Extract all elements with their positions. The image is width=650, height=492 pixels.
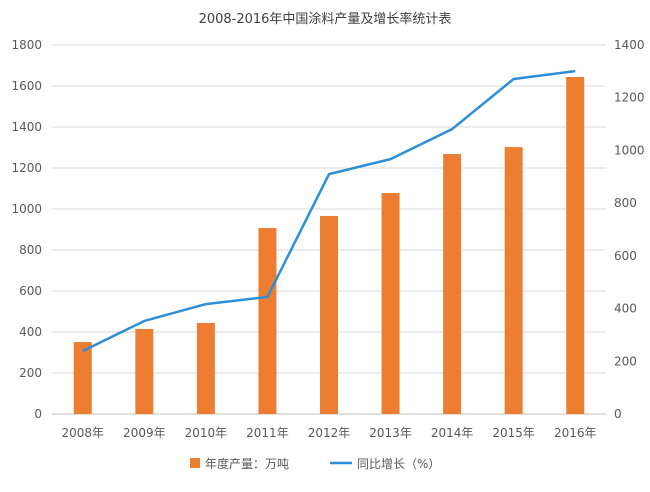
x-tick-label: 2016年 bbox=[554, 426, 597, 440]
left-tick-label: 200 bbox=[19, 366, 42, 380]
right-tick-label: 1400 bbox=[614, 38, 645, 52]
left-tick-label: 1400 bbox=[11, 120, 42, 134]
bar bbox=[320, 216, 338, 414]
right-axis: 0 200 400 600 800 1000 1200 1400 bbox=[614, 38, 645, 421]
bar bbox=[443, 154, 461, 414]
right-tick-label: 1000 bbox=[614, 143, 645, 157]
x-tick-label: 2012年 bbox=[308, 426, 351, 440]
x-tick-label: 2010年 bbox=[185, 426, 228, 440]
bar bbox=[74, 342, 92, 414]
legend-label-bar: 年度产量：万吨 bbox=[205, 456, 289, 471]
right-tick-label: 800 bbox=[614, 196, 637, 210]
right-tick-label: 600 bbox=[614, 249, 637, 263]
bar bbox=[566, 77, 584, 414]
x-tick-label: 2014年 bbox=[431, 426, 474, 440]
bar bbox=[258, 228, 276, 414]
legend: 年度产量：万吨 同比增长（%） bbox=[190, 456, 440, 471]
bar bbox=[382, 193, 400, 414]
left-tick-label: 1800 bbox=[11, 38, 42, 52]
x-tick-label: 2013年 bbox=[369, 426, 412, 440]
x-axis: 2008年 2009年 2010年 2011年 2012年 2013年 2014年 2015年… bbox=[62, 426, 597, 440]
x-tick-label: 2011年 bbox=[246, 426, 289, 440]
left-tick-label: 800 bbox=[19, 243, 42, 257]
left-tick-label: 0 bbox=[34, 407, 42, 421]
left-axis: 0 200 400 600 800 1000 1200 1400 1600 1800 bbox=[11, 38, 42, 421]
left-tick-label: 1200 bbox=[11, 161, 42, 175]
legend-label-line: 同比增长（%） bbox=[357, 457, 440, 471]
right-tick-label: 0 bbox=[614, 407, 622, 421]
right-tick-label: 200 bbox=[614, 354, 637, 368]
right-tick-label: 400 bbox=[614, 302, 637, 316]
legend-swatch-bar bbox=[190, 458, 200, 468]
x-tick-label: 2008年 bbox=[62, 426, 105, 440]
x-tick-label: 2015年 bbox=[492, 426, 535, 440]
left-tick-label: 1600 bbox=[11, 79, 42, 93]
bar bbox=[135, 329, 153, 414]
right-tick-label: 1200 bbox=[614, 91, 645, 105]
left-tick-label: 600 bbox=[19, 284, 42, 298]
left-tick-label: 400 bbox=[19, 325, 42, 339]
chart-title: 2008-2016年中国涂料产量及增长率统计表 bbox=[199, 11, 452, 27]
x-tick-label: 2009年 bbox=[123, 426, 166, 440]
bar bbox=[505, 147, 523, 414]
left-tick-label: 1000 bbox=[11, 202, 42, 216]
bar bbox=[197, 323, 215, 414]
bar-series bbox=[74, 77, 584, 414]
